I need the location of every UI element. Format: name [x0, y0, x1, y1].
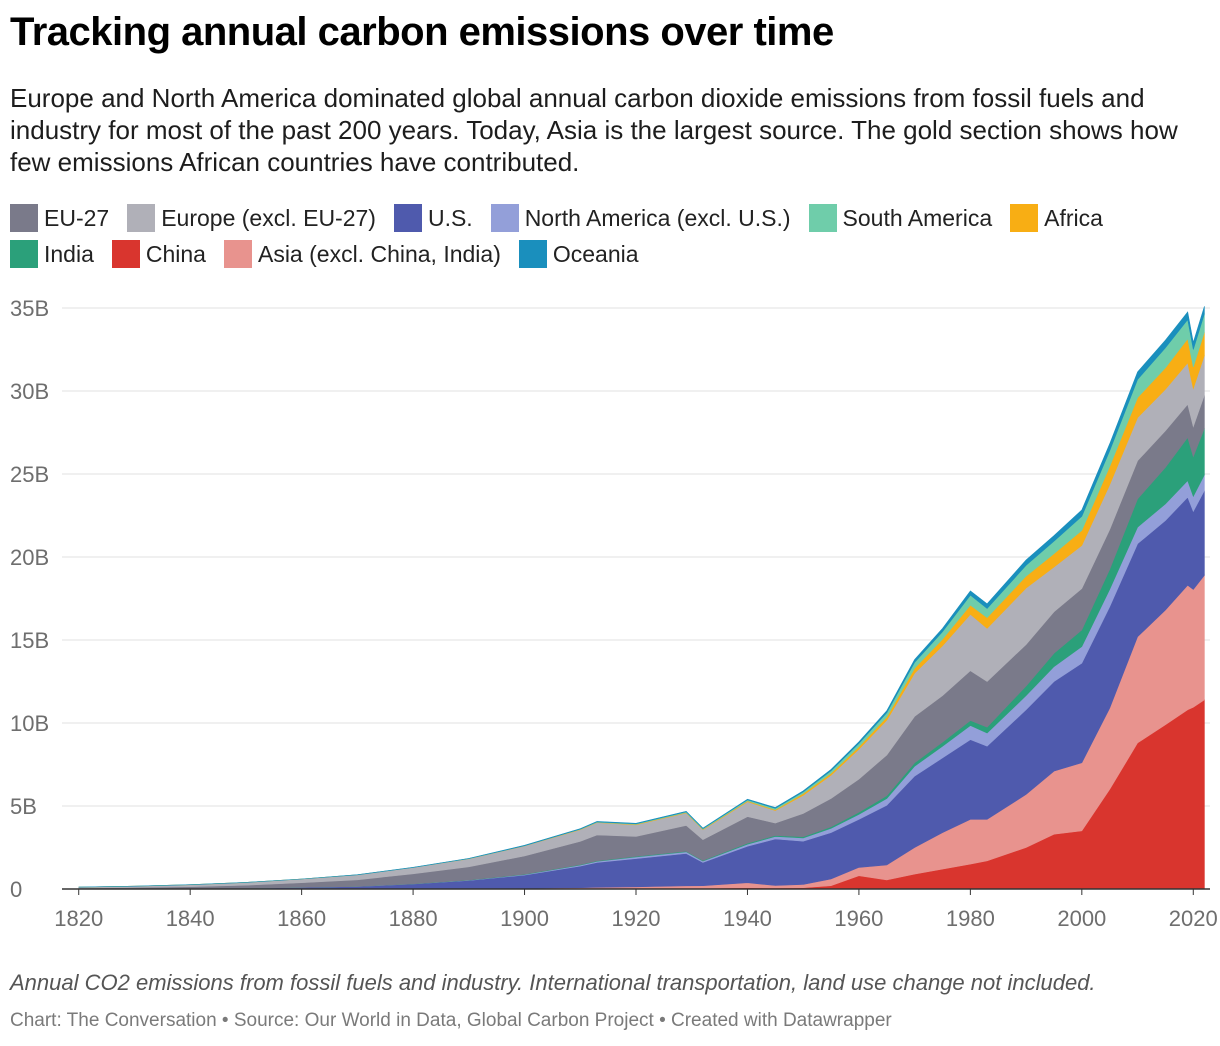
area-layer	[78, 306, 1205, 890]
x-tick-label: 1980	[946, 906, 995, 931]
legend-item-us: U.S.	[393, 204, 473, 232]
legend-item-china: China	[111, 240, 206, 268]
chart-note: Annual CO2 emissions from fossil fuels a…	[10, 970, 1096, 995]
x-tick-label: 1820	[54, 906, 103, 931]
x-tick-label: 1840	[166, 906, 215, 931]
legend-swatch	[223, 240, 252, 268]
legend-label: U.S.	[427, 204, 473, 231]
legend-label: South America	[842, 204, 993, 231]
chart-credit: Chart: The Conversation • Source: Our Wo…	[10, 1010, 892, 1031]
legend-item-asia-excl-china-india: Asia (excl. China, India)	[223, 240, 501, 268]
emissions-area-chart: 0 5B 10B 15B 20B 25B 30B 35B 1820 1840 1860 1880 190…	[10, 296, 1218, 931]
legend-label: EU-27	[44, 204, 110, 231]
legend-item-oceania: Oceania	[518, 240, 639, 268]
legend-item-europe-excl-eu27: Europe (excl. EU-27)	[127, 204, 376, 232]
legend-label: North America (excl. U.S.)	[524, 204, 791, 231]
legend-label: Europe (excl. EU-27)	[161, 204, 376, 231]
y-tick-label: 15B	[10, 628, 49, 653]
legend-row: India China Asia (excl. China, India) Oc…	[10, 236, 1210, 272]
x-tick-label: 1860	[277, 906, 326, 931]
legend: EU-27 Europe (excl. EU-27) U.S. North Am…	[10, 200, 1210, 272]
y-tick-label: 10B	[10, 711, 49, 736]
legend-item-africa: Africa	[1010, 204, 1103, 232]
legend-swatch	[10, 240, 38, 268]
y-tick-label: 30B	[10, 379, 49, 404]
legend-item-north-america-excl-us: North America (excl. U.S.)	[490, 204, 791, 232]
x-tick-label: 1960	[834, 906, 883, 931]
legend-swatch	[10, 204, 38, 232]
legend-swatch	[111, 240, 140, 268]
legend-label: China	[145, 240, 206, 267]
legend-label: Asia (excl. China, India)	[257, 240, 501, 267]
x-tick-label: 1920	[612, 906, 661, 931]
legend-label: Africa	[1044, 204, 1103, 231]
legend-item-india: India	[10, 240, 94, 268]
legend-swatch	[127, 204, 156, 232]
grid-layer	[62, 307, 1210, 807]
y-tick-label: 20B	[10, 545, 49, 570]
y-tick-label: 25B	[10, 462, 49, 487]
x-tick-label: 1880	[389, 906, 438, 931]
legend-swatch	[490, 204, 519, 232]
y-tick-label: 35B	[10, 296, 49, 321]
axis-layer: 0 5B 10B 15B 20B 25B 30B 35B 1820 1840 1860 1880 190…	[10, 296, 1218, 931]
y-tick-label: 5B	[10, 794, 37, 819]
legend-swatch	[808, 204, 837, 232]
legend-label: India	[44, 240, 94, 267]
chart-subtitle: Europe and North America dominated globa…	[10, 83, 1178, 177]
x-tick-label: 2000	[1057, 906, 1106, 931]
legend-item-eu27: EU-27	[10, 204, 109, 232]
x-tick-label: 1900	[500, 906, 549, 931]
legend-swatch	[518, 240, 547, 268]
legend-label: Oceania	[552, 240, 639, 267]
chart-title: Tracking annual carbon emissions over ti…	[10, 10, 834, 54]
area-series-oceania	[78, 306, 1205, 888]
legend-swatch	[393, 204, 422, 232]
legend-item-south-america: South America	[808, 204, 993, 232]
legend-row: EU-27 Europe (excl. EU-27) U.S. North Am…	[10, 200, 1210, 236]
x-tick-label: 2020	[1169, 906, 1218, 931]
y-tick-label: 0	[10, 877, 22, 902]
legend-swatch	[1010, 204, 1039, 232]
x-tick-label: 1940	[723, 906, 772, 931]
